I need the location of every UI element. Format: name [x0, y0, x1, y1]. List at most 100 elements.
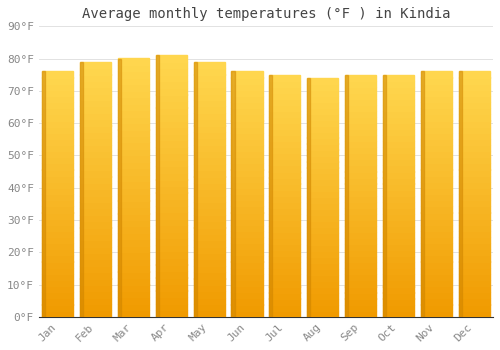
Bar — [118, 181, 149, 188]
Bar — [458, 84, 490, 90]
Bar — [270, 274, 300, 280]
Bar — [80, 240, 111, 247]
Bar — [345, 268, 376, 274]
Bar — [270, 268, 300, 274]
Bar — [80, 272, 111, 279]
Bar — [80, 278, 111, 285]
Bar — [80, 266, 111, 272]
Bar — [80, 253, 111, 259]
Bar — [118, 84, 149, 91]
Bar — [42, 84, 74, 90]
Bar — [458, 255, 490, 261]
Bar — [156, 193, 187, 199]
Bar — [118, 110, 149, 117]
Bar — [458, 169, 490, 176]
Bar — [307, 90, 338, 96]
Bar — [118, 265, 149, 272]
Bar — [307, 78, 338, 84]
Bar — [458, 268, 490, 274]
Bar — [307, 161, 338, 168]
Bar — [194, 106, 224, 113]
Bar — [421, 255, 452, 261]
Bar — [421, 243, 452, 249]
Bar — [383, 75, 386, 317]
Bar — [194, 259, 224, 266]
Bar — [345, 135, 376, 141]
Bar — [118, 142, 149, 149]
Bar — [232, 255, 262, 261]
Bar — [156, 120, 187, 127]
Bar — [232, 243, 262, 249]
Bar — [270, 111, 300, 117]
Bar — [118, 65, 149, 71]
Bar — [345, 214, 376, 220]
Bar — [42, 261, 74, 268]
Bar — [232, 218, 262, 225]
Bar — [80, 151, 111, 158]
Bar — [345, 117, 376, 123]
Bar — [270, 262, 300, 268]
Bar — [383, 93, 414, 99]
Bar — [421, 310, 452, 317]
Bar — [383, 141, 414, 147]
Bar — [421, 157, 452, 163]
Bar — [345, 153, 376, 160]
Bar — [345, 80, 376, 87]
Bar — [194, 272, 224, 279]
Bar — [42, 114, 74, 120]
Bar — [383, 280, 414, 287]
Bar — [307, 227, 338, 233]
Bar — [156, 81, 187, 88]
Bar — [194, 176, 224, 183]
Bar — [232, 304, 262, 311]
Bar — [383, 286, 414, 293]
Bar — [345, 183, 376, 190]
Bar — [118, 91, 149, 97]
Bar — [194, 189, 224, 196]
Bar — [421, 90, 452, 96]
Bar — [194, 234, 224, 240]
Bar — [194, 157, 224, 164]
Bar — [80, 119, 111, 126]
Bar — [156, 290, 187, 297]
Bar — [345, 202, 376, 208]
Bar — [307, 305, 338, 311]
Bar — [421, 126, 452, 133]
Bar — [194, 145, 224, 151]
Bar — [80, 132, 111, 138]
Bar — [118, 207, 149, 214]
Bar — [194, 132, 224, 138]
Bar — [307, 179, 338, 186]
Bar — [345, 226, 376, 232]
Bar — [458, 194, 490, 200]
Bar — [42, 90, 74, 96]
Bar — [232, 206, 262, 212]
Bar — [42, 304, 74, 311]
Bar — [194, 164, 224, 170]
Bar — [383, 196, 414, 202]
Bar — [80, 62, 83, 317]
Bar — [232, 194, 262, 200]
Bar — [345, 141, 376, 147]
Bar — [270, 99, 300, 105]
Bar — [42, 102, 74, 108]
Bar — [118, 78, 149, 84]
Bar — [421, 133, 452, 139]
Bar — [42, 249, 74, 256]
Bar — [232, 157, 262, 163]
Bar — [118, 175, 149, 181]
Bar — [421, 96, 452, 102]
Bar — [232, 286, 262, 292]
Bar — [458, 139, 490, 145]
Bar — [307, 275, 338, 281]
Bar — [232, 292, 262, 299]
Bar — [270, 153, 300, 160]
Bar — [80, 145, 111, 151]
Bar — [383, 202, 414, 208]
Bar — [118, 226, 149, 233]
Bar — [232, 261, 262, 268]
Bar — [270, 135, 300, 141]
Bar — [383, 135, 414, 141]
Bar — [118, 194, 149, 201]
Bar — [118, 130, 149, 136]
